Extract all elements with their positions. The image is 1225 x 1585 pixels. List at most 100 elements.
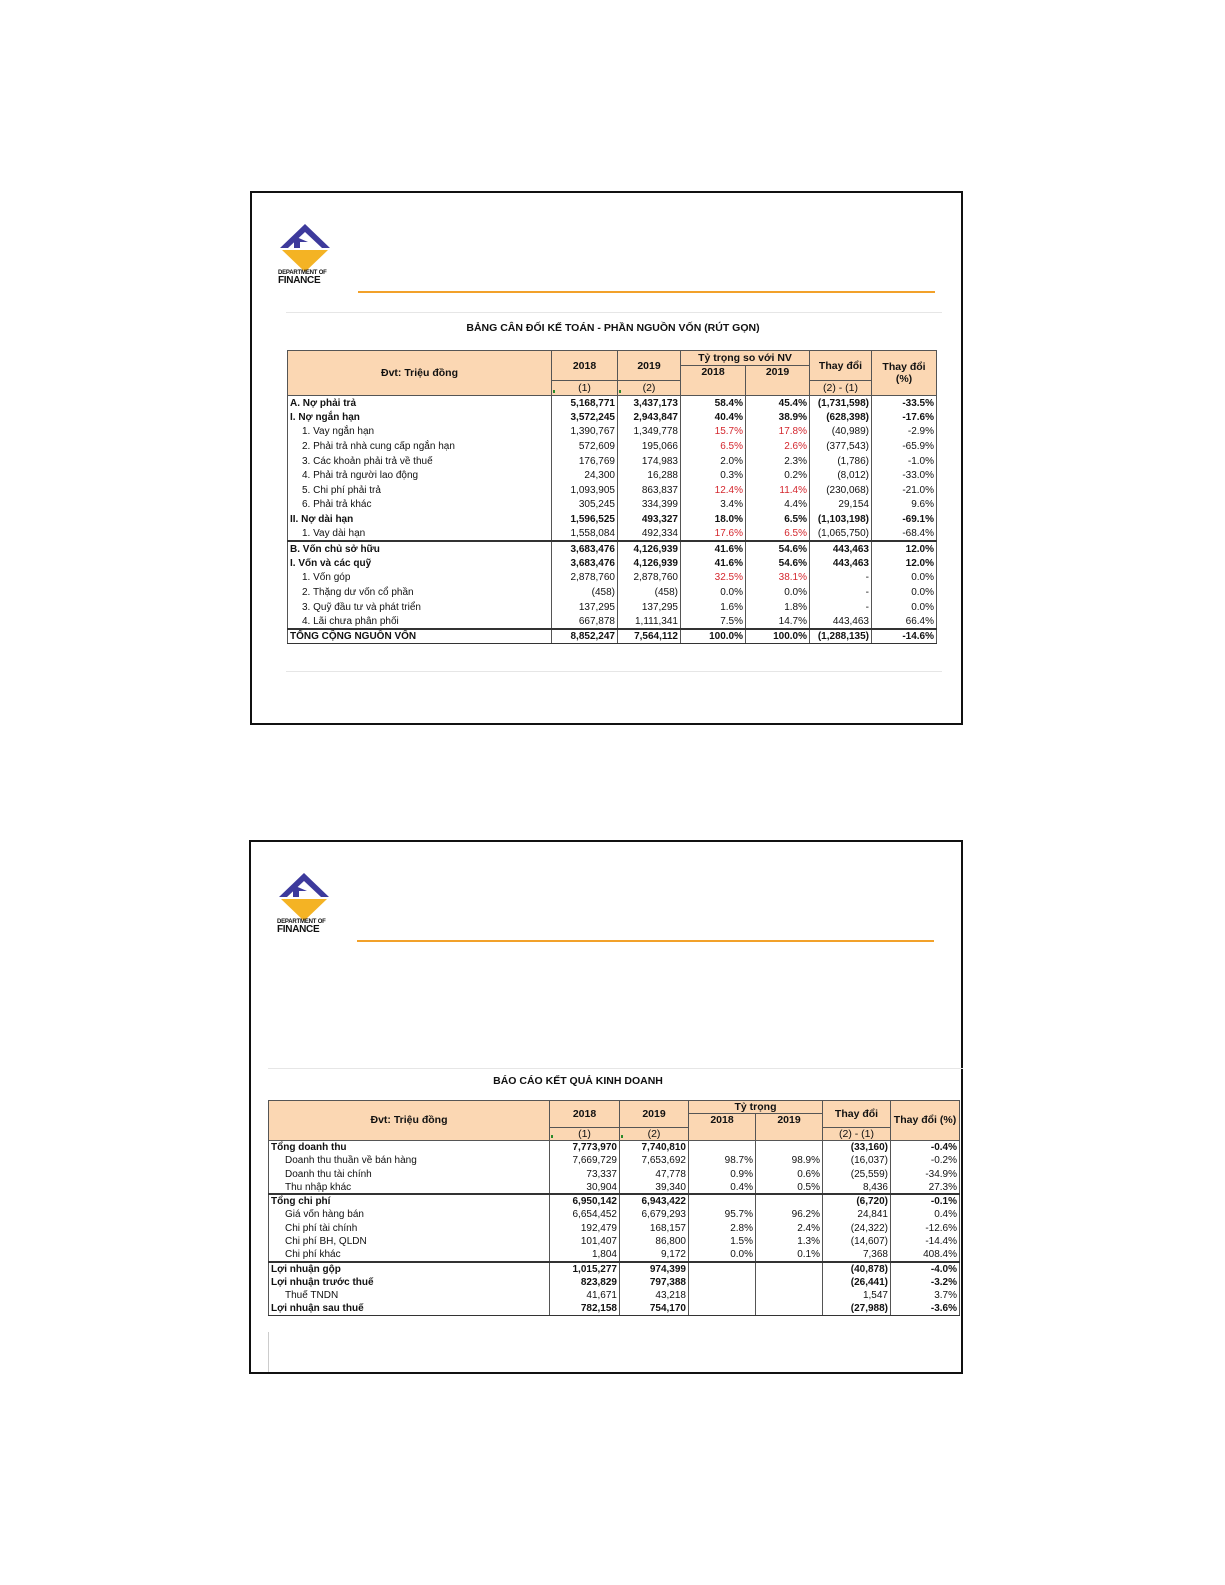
share-2018: 12.4% — [680, 483, 746, 498]
header-change-pct: Thay đổi (%) — [890, 1100, 960, 1141]
share-2018: 18.0% — [680, 512, 746, 527]
cell-marker — [553, 390, 556, 393]
value-2018: 137,295 — [551, 599, 618, 615]
table-row: Thuế TNDN 41,671 43,218 1,547 3.7% — [268, 1288, 960, 1303]
share-2019: 2.3% — [745, 453, 810, 469]
value-2018: 572,609 — [551, 439, 618, 454]
table-row: I. Nợ ngắn hạn 3,572,245 2,943,847 40.4% 38.… — [287, 410, 937, 425]
row-label: Tổng chi phí — [268, 1193, 550, 1208]
share-2019: 4.4% — [745, 497, 810, 513]
share-2018: 7.5% — [680, 614, 746, 629]
change-pct: -21.0% — [871, 483, 937, 498]
header-2018: 2018 — [551, 350, 618, 381]
value-2019: 797,388 — [619, 1275, 689, 1289]
table-row: Tổng chi phí 6,950,142 6,943,422 (6,720) -0.… — [268, 1193, 960, 1208]
logo-line2: FINANCE — [278, 275, 321, 286]
share-2018 — [688, 1288, 756, 1303]
share-2018: 0.9% — [688, 1167, 756, 1181]
share-2018: 40.4% — [680, 410, 746, 425]
change-pct: -0.4% — [890, 1140, 960, 1154]
share-2019: 54.6% — [745, 540, 810, 557]
change-pct: 0.4% — [890, 1207, 960, 1222]
share-2019: 0.2% — [745, 468, 810, 484]
share-2019: 100.0% — [745, 628, 810, 645]
row-label: Doanh thu thuần về bán hàng — [268, 1153, 550, 1168]
share-2019 — [755, 1275, 823, 1289]
value-2019: 195,066 — [617, 439, 681, 454]
share-2018: 41.6% — [680, 556, 746, 571]
value-2019: 7,740,810 — [619, 1140, 689, 1154]
table-title: BẢNG CÂN ĐỐI KẾ TOÁN - PHẦN NGUỒN VỐN (R… — [466, 322, 760, 334]
value-2019: 168,157 — [619, 1221, 689, 1235]
change: (628,398) — [809, 410, 872, 425]
row-label: 4. Phải trả người lao động — [287, 468, 552, 484]
share-2018: 32.5% — [680, 570, 746, 586]
share-2019: 1.3% — [755, 1234, 823, 1249]
share-2019: 0.1% — [755, 1248, 823, 1262]
change: 1,547 — [822, 1288, 891, 1303]
table-row: 4. Lãi chưa phân phối 667,878 1,111,341 7.5… — [287, 614, 937, 629]
share-2019: 0.0% — [745, 585, 810, 600]
share-2018: 0.4% — [688, 1180, 756, 1195]
divider — [268, 1332, 269, 1372]
change: - — [809, 570, 872, 586]
share-2018: 58.4% — [680, 395, 746, 411]
income-statement-table: Đvt: Triệu đồng 2018 2019 Tỷ trọng Thay … — [268, 1099, 960, 1317]
row-label: II. Nợ dài hạn — [287, 512, 552, 527]
change: (26,441) — [822, 1275, 891, 1289]
table-row: 2. Thặng dư vốn cổ phần (458) (458) 0.0% 0.0… — [287, 585, 937, 600]
ref-2: (2) — [647, 1127, 661, 1140]
change: (1,288,135) — [809, 628, 872, 645]
change: (1,731,598) — [809, 395, 872, 411]
change-pct: -1.0% — [871, 453, 937, 469]
ref-2: (2) — [642, 382, 656, 394]
row-label: 1. Vốn góp — [287, 570, 552, 586]
change: (25,559) — [822, 1167, 891, 1181]
row-label: Giá vốn hàng bán — [268, 1207, 550, 1222]
change: 443,463 — [809, 556, 872, 571]
change-pct: -68.4% — [871, 526, 937, 542]
change-pct: -12.6% — [890, 1221, 960, 1235]
value-2018: 667,878 — [551, 614, 618, 629]
change: (40,989) — [809, 424, 872, 440]
row-label: Thuế TNDN — [268, 1288, 550, 1303]
share-2019: 17.8% — [745, 424, 810, 440]
value-2019: 974,399 — [619, 1261, 689, 1276]
table-row: 6. Phải trả khác 305,245 334,399 3.4% 4.4% 29… — [287, 497, 937, 513]
value-2018: 24,300 — [551, 468, 618, 484]
table-row: Doanh thu thuần về bán hàng 7,669,729 7,65… — [268, 1153, 960, 1168]
table-row: Chi phí khác 1,804 9,172 0.0% 0.1% 7,368 408.4… — [268, 1248, 960, 1262]
value-2018: 8,852,247 — [551, 628, 618, 645]
value-2019: 86,800 — [619, 1234, 689, 1249]
value-2018: 2,878,760 — [551, 570, 618, 586]
value-2019: 7,564,112 — [617, 628, 681, 645]
share-2019: 38.1% — [745, 570, 810, 586]
change: (6,720) — [822, 1193, 891, 1208]
change: (377,543) — [809, 439, 872, 454]
share-2019 — [755, 1261, 823, 1276]
row-label: 2. Phải trả nhà cung cấp ngắn hạn — [287, 439, 552, 454]
logo-line1: DEPARTMENT OF — [278, 270, 327, 276]
change: (40,878) — [822, 1261, 891, 1276]
header-2018: 2018 — [549, 1100, 620, 1128]
change-pct: 0.0% — [871, 599, 937, 615]
value-2019: 2,878,760 — [617, 570, 681, 586]
change-pct: -65.9% — [871, 439, 937, 454]
divider — [268, 1068, 963, 1069]
value-2019: 6,943,422 — [619, 1193, 689, 1208]
share-2018: 0.3% — [680, 468, 746, 484]
header-2019: 2019 — [619, 1100, 689, 1128]
header-unit: Đvt: Triệu đồng — [287, 350, 552, 396]
table-row: I. Vốn và các quỹ 3,683,476 4,126,939 41.6%… — [287, 556, 937, 571]
change-pct: 9.6% — [871, 497, 937, 513]
change-pct: -69.1% — [871, 512, 937, 527]
table-row: Doanh thu tài chính 73,337 47,778 0.9% 0.6%(… — [268, 1167, 960, 1181]
value-2018: 101,407 — [549, 1234, 620, 1249]
change-pct: 0.0% — [871, 570, 937, 586]
header-change: Thay đổi — [822, 1100, 891, 1128]
change: (8,012) — [809, 468, 872, 484]
change: (1,786) — [809, 453, 872, 469]
share-2019: 2.6% — [745, 439, 810, 454]
value-2018: 1,558,084 — [551, 526, 618, 542]
share-2018: 0.0% — [680, 585, 746, 600]
